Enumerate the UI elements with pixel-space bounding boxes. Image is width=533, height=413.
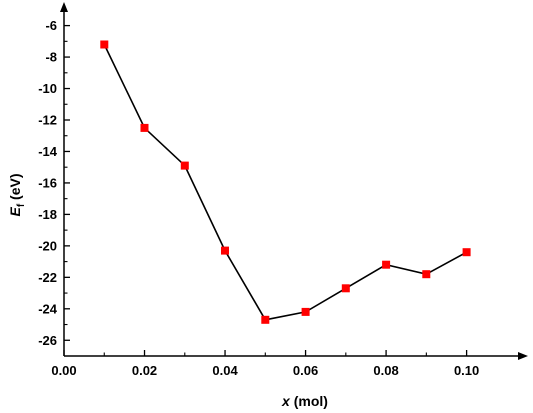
data-point-marker [221,246,229,255]
x-axis-label: x (mol) [281,393,328,409]
y-tick-label: -18 [38,207,57,222]
data-point-marker [462,248,471,257]
y-axis-arrow [60,2,68,12]
y-axis-label-sub: f [16,203,27,207]
y-tick-label: -8 [45,50,57,65]
y-axis-label: Ef (eV) [7,173,27,216]
y-tick-label: -12 [38,113,57,128]
x-tick-label: 0.10 [454,363,479,378]
data-point-marker [341,284,350,293]
x-tick-label: 0.00 [51,363,76,378]
y-tick-label: -20 [38,238,57,253]
y-axis-label-unit: (eV) [7,173,23,203]
y-ticks: -6 -8 -10 -12 -14 -16 -18 -20 -22 -24 -26 [38,18,70,348]
data-point-marker [382,260,391,269]
x-tick-label: 0.08 [373,363,398,378]
y-tick-label: -24 [38,301,58,316]
y-tick-label: -16 [38,175,57,190]
data-point-marker [100,40,109,49]
y-axis-label-var: E [7,207,23,217]
data-point-marker [140,123,149,132]
series-layer [100,40,471,324]
y-tick-label: -6 [45,18,57,33]
y-tick-label: -10 [38,81,57,96]
y-tick-label: -14 [38,144,58,159]
x-tick-label: 0.04 [212,363,238,378]
x-axis-label-var: x [281,393,291,409]
axes [60,2,528,360]
data-point-marker [261,315,270,324]
data-point-marker [301,307,310,316]
y-tick-label: -26 [38,333,57,348]
data-point-marker [422,270,431,279]
x-axis-label-unit: (mol) [290,393,328,409]
x-ticks: 0.00 0.02 0.04 0.06 0.08 0.10 [51,350,479,378]
data-point-marker [180,161,189,170]
x-axis-arrow [518,352,528,360]
x-tick-label: 0.06 [293,363,318,378]
x-tick-label: 0.02 [132,363,157,378]
series-line [103,44,467,321]
y-tick-label: -22 [38,270,57,285]
